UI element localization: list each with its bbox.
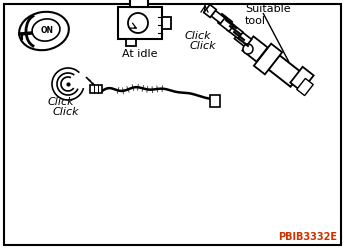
- Circle shape: [243, 44, 253, 54]
- Polygon shape: [211, 10, 225, 23]
- Polygon shape: [297, 78, 313, 96]
- Text: Click: Click: [53, 107, 80, 117]
- Text: Click: Click: [48, 97, 75, 107]
- Polygon shape: [254, 44, 282, 74]
- Text: Click: Click: [190, 41, 217, 51]
- Polygon shape: [237, 37, 249, 47]
- Polygon shape: [268, 55, 302, 87]
- Bar: [126, 39, 136, 46]
- Polygon shape: [204, 4, 216, 17]
- Polygon shape: [243, 36, 268, 62]
- Bar: [130, 0, 148, 7]
- Polygon shape: [218, 16, 234, 31]
- Ellipse shape: [19, 12, 69, 50]
- Text: ON: ON: [40, 25, 53, 35]
- Polygon shape: [234, 31, 252, 47]
- Text: PBIB3332E: PBIB3332E: [278, 232, 337, 242]
- Polygon shape: [233, 31, 245, 41]
- Text: Click: Click: [185, 31, 211, 41]
- Polygon shape: [221, 13, 233, 23]
- Text: Suitable
tool: Suitable tool: [245, 4, 290, 26]
- Circle shape: [128, 13, 148, 33]
- Bar: [118, 7, 162, 39]
- Polygon shape: [227, 24, 243, 38]
- Text: At idle: At idle: [122, 49, 158, 59]
- Bar: [210, 95, 220, 107]
- Polygon shape: [229, 25, 241, 35]
- Bar: [162, 17, 171, 29]
- Polygon shape: [290, 67, 314, 91]
- Ellipse shape: [32, 19, 60, 41]
- Bar: [90, 85, 102, 93]
- Polygon shape: [225, 19, 237, 29]
